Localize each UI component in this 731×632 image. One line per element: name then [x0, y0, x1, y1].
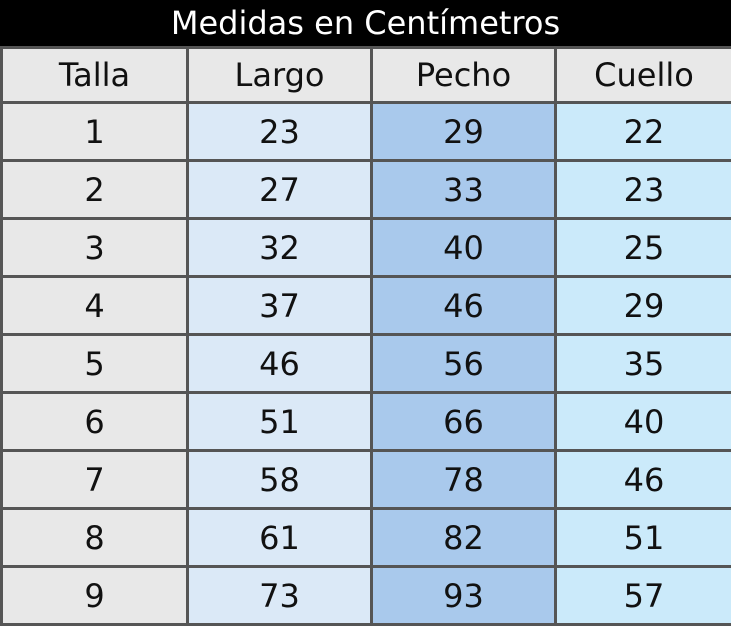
cell-largo: 27	[186, 159, 373, 220]
cell-talla: 5	[0, 333, 189, 394]
cell-pecho: 40	[370, 217, 557, 278]
cell-cuello: 57	[554, 565, 731, 626]
cell-cuello: 29	[554, 275, 731, 336]
cell-cuello: 35	[554, 333, 731, 394]
table-row: 9 73 93 57	[0, 565, 731, 626]
cell-pecho: 82	[370, 507, 557, 568]
cell-cuello: 23	[554, 159, 731, 220]
cell-talla: 6	[0, 391, 189, 452]
cell-pecho: 66	[370, 391, 557, 452]
cell-cuello: 46	[554, 449, 731, 510]
table-row: 3 32 40 25	[0, 217, 731, 278]
cell-largo: 37	[186, 275, 373, 336]
cell-talla: 1	[0, 101, 189, 162]
table-row: 6 51 66 40	[0, 391, 731, 452]
cell-largo: 73	[186, 565, 373, 626]
cell-cuello: 22	[554, 101, 731, 162]
cell-largo: 51	[186, 391, 373, 452]
cell-talla: 4	[0, 275, 189, 336]
table-row: 8 61 82 51	[0, 507, 731, 568]
table-row: 5 46 56 35	[0, 333, 731, 394]
table-title: Medidas en Centímetros	[0, 0, 731, 46]
measurements-table: Talla Largo Pecho Cuello 1 23 29 22 2 27 33 23 3…	[0, 46, 731, 626]
cell-pecho: 78	[370, 449, 557, 510]
header-pecho: Pecho	[370, 46, 557, 104]
cell-talla: 7	[0, 449, 189, 510]
cell-talla: 3	[0, 217, 189, 278]
cell-cuello: 51	[554, 507, 731, 568]
cell-pecho: 33	[370, 159, 557, 220]
header-cuello: Cuello	[554, 46, 731, 104]
cell-largo: 46	[186, 333, 373, 394]
cell-largo: 61	[186, 507, 373, 568]
table-row: 4 37 46 29	[0, 275, 731, 336]
cell-pecho: 93	[370, 565, 557, 626]
cell-cuello: 40	[554, 391, 731, 452]
cell-pecho: 56	[370, 333, 557, 394]
table-row: 1 23 29 22	[0, 101, 731, 162]
table-row: 7 58 78 46	[0, 449, 731, 510]
table-row: 2 27 33 23	[0, 159, 731, 220]
header-largo: Largo	[186, 46, 373, 104]
cell-cuello: 25	[554, 217, 731, 278]
cell-talla: 8	[0, 507, 189, 568]
cell-largo: 32	[186, 217, 373, 278]
cell-largo: 58	[186, 449, 373, 510]
cell-pecho: 29	[370, 101, 557, 162]
header-talla: Talla	[0, 46, 189, 104]
header-row: Talla Largo Pecho Cuello	[0, 46, 731, 104]
cell-talla: 9	[0, 565, 189, 626]
cell-pecho: 46	[370, 275, 557, 336]
cell-talla: 2	[0, 159, 189, 220]
cell-largo: 23	[186, 101, 373, 162]
